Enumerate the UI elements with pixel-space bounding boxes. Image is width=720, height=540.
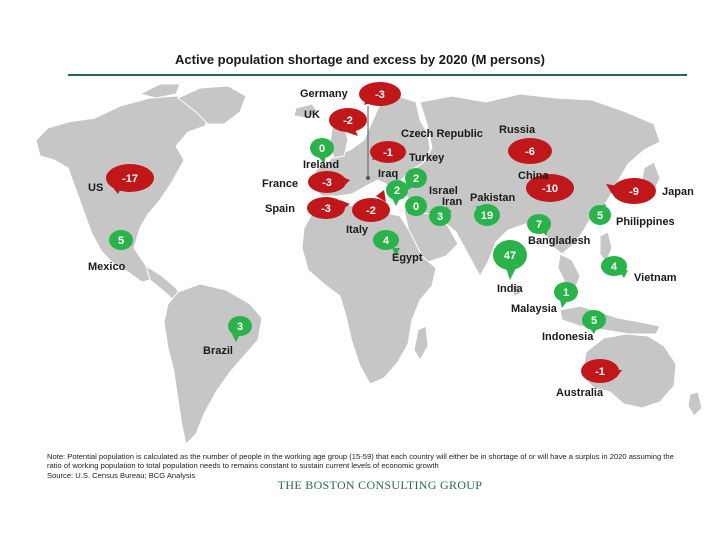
marker-value: 4 (383, 235, 390, 247)
marker-australia[interactable]: -1 Australia (556, 359, 622, 399)
marker-value: 2 (394, 185, 400, 197)
marker-label: Philippines (616, 216, 675, 228)
marker-label: Czech Republic (401, 128, 483, 140)
marker-label: Pakistan (470, 192, 516, 204)
marker-philippines[interactable]: 5 Philippines (589, 204, 675, 228)
marker-label: China (518, 170, 549, 182)
marker-israel[interactable]: 0 Israel (405, 185, 458, 216)
marker-label: Italy (346, 224, 369, 236)
marker-label: Malaysia (511, 303, 558, 315)
marker-pakistan[interactable]: 19 Pakistan (470, 192, 516, 226)
marker-malaysia[interactable]: 1 Malaysia (511, 282, 578, 315)
markers: -3 Germany -2 UK -1 Czech Republic -6 Ru… (88, 82, 694, 399)
marker-value: -2 (343, 115, 353, 127)
marker-mexico[interactable]: 5 Mexico (88, 230, 133, 273)
marker-bangladesh[interactable]: 7 Bangladesh (527, 214, 591, 247)
madagascar-shape (413, 325, 429, 361)
marker-spain[interactable]: -3 Spain (265, 197, 350, 219)
marker-italy[interactable]: -2 Italy (346, 190, 390, 236)
note-line-2: ratio of working population to total pop… (47, 461, 439, 471)
marker-value: -9 (629, 186, 639, 198)
marker-value: 0 (319, 143, 325, 155)
indonesia-shape (559, 305, 661, 335)
greenland-shape (177, 85, 247, 125)
marker-egypt[interactable]: 4 Egypt (373, 230, 423, 264)
marker-value: -10 (542, 183, 558, 195)
marker-label: Mexico (88, 261, 126, 273)
marker-us[interactable]: -17 US (88, 164, 154, 194)
new-zealand-shape (687, 391, 703, 417)
marker-china[interactable]: -10 China (518, 170, 574, 202)
footnote: Note: Potential population is calculated… (47, 452, 707, 480)
germany-pointer-dot (366, 176, 370, 180)
marker-ireland[interactable]: 0 Ireland (303, 138, 339, 171)
marker-label: Iran (442, 196, 462, 208)
marker-iran[interactable]: 3 Iran (429, 196, 462, 226)
marker-value: 7 (536, 219, 542, 231)
marker-value: -1 (595, 366, 605, 378)
marker-iraq[interactable]: 2 Iraq (378, 168, 408, 206)
marker-value: 19 (481, 210, 493, 222)
marker-value: 4 (611, 261, 618, 273)
marker-value: 1 (563, 287, 569, 299)
marker-label: Vietnam (634, 272, 677, 284)
source-line: Source: U.S. Census Bureau; BCG Analysis (47, 470, 196, 480)
marker-value: 0 (413, 201, 419, 213)
marker-value: -6 (525, 146, 535, 158)
south-america-shape (163, 283, 263, 445)
philippines-shape (599, 231, 613, 263)
marker-value: -1 (383, 147, 393, 159)
marker-label: Germany (300, 88, 349, 100)
marker-vietnam[interactable]: 4 Vietnam (601, 256, 677, 284)
chart-title: Active population shortage and excess by… (175, 52, 545, 67)
marker-germany[interactable]: -3 Germany (300, 82, 401, 106)
marker-turkey[interactable]: 2 Turkey (405, 152, 445, 190)
marker-value: 5 (118, 235, 124, 247)
marker-value: 3 (237, 321, 243, 333)
marker-label: Ireland (303, 159, 339, 171)
marker-label: Bangladesh (528, 235, 591, 247)
marker-label: Spain (265, 203, 295, 215)
marker-label: Egypt (392, 252, 423, 264)
canada-islands-shape (138, 83, 181, 99)
marker-label: Japan (662, 186, 694, 198)
marker-value: -3 (322, 177, 332, 189)
marker-value: -3 (375, 89, 385, 101)
sri-lanka-shape (511, 283, 521, 297)
marker-label: Brazil (203, 345, 233, 357)
marker-label: India (497, 283, 524, 295)
marker-brazil[interactable]: 3 Brazil (203, 316, 252, 357)
marker-label: France (262, 178, 298, 190)
marker-value: 2 (413, 173, 419, 185)
marker-value: 3 (437, 211, 443, 223)
marker-label: UK (304, 109, 320, 121)
marker-value: 5 (597, 210, 603, 222)
marker-value: 47 (504, 250, 516, 262)
marker-czech-republic[interactable]: -1 Czech Republic (370, 128, 483, 163)
marker-label: US (88, 182, 103, 194)
marker-india[interactable]: 47 India (493, 240, 527, 295)
australia-shape (581, 333, 677, 409)
marker-japan[interactable]: -9 Japan (606, 178, 694, 204)
marker-russia[interactable]: -6 Russia (499, 124, 552, 164)
marker-uk[interactable]: -2 UK (304, 108, 367, 136)
marker-label: Russia (499, 124, 536, 136)
marker-label: Indonesia (542, 331, 594, 343)
marker-value: -2 (366, 205, 376, 217)
bcg-logo: THE BOSTON CONSULTING GROUP (277, 478, 483, 492)
note-line-1: Note: Potential population is calculated… (47, 452, 674, 461)
marker-label: Israel (429, 185, 458, 197)
marker-france[interactable]: -3 France (262, 171, 350, 193)
marker-value: 5 (591, 315, 597, 327)
marker-label: Australia (556, 387, 604, 399)
marker-label: Iraq (378, 168, 398, 180)
marker-value: -3 (321, 203, 331, 215)
iceland-shape (293, 103, 319, 119)
marker-indonesia[interactable]: 5 Indonesia (542, 310, 606, 343)
africa-shape (301, 203, 437, 385)
title-rule (68, 74, 687, 76)
marker-value: -17 (122, 173, 138, 185)
marker-label: Turkey (409, 152, 445, 164)
